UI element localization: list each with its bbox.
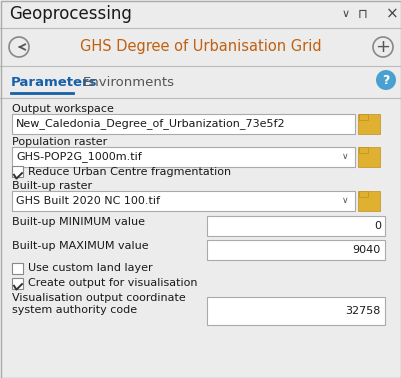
Text: ?: ? [381,73,389,87]
Bar [358,191,367,197]
Text: Population raster: Population raster [12,137,107,147]
Bar [357,147,379,167]
Text: GHS-POP2G_1000m.tif: GHS-POP2G_1000m.tif [16,152,142,163]
Bar [12,277,23,288]
Text: Create output for visualisation: Create output for visualisation [28,278,197,288]
Text: ×: × [385,6,397,22]
Text: 32758: 32758 [345,306,380,316]
Text: GHS Degree of Urbanisation Grid: GHS Degree of Urbanisation Grid [80,39,321,54]
Text: Output workspace: Output workspace [12,104,113,114]
Bar [358,114,367,120]
Text: ∨: ∨ [341,9,349,19]
Bar [358,147,367,153]
Text: New_Caledonia_Degree_of_Urbanization_73e5f2: New_Caledonia_Degree_of_Urbanization_73e… [16,119,285,129]
Text: ⊓: ⊓ [357,8,367,20]
Text: GHS Built 2020 NC 100.tif: GHS Built 2020 NC 100.tif [16,196,160,206]
Text: ∨: ∨ [341,152,347,161]
Text: +: + [375,38,389,56]
Text: 9040: 9040 [352,245,380,255]
Bar [207,240,384,260]
Text: Geoprocessing: Geoprocessing [9,5,132,23]
Text: Built-up MAXIMUM value: Built-up MAXIMUM value [12,241,148,251]
Bar [12,262,23,274]
Bar [12,114,354,134]
Text: 0: 0 [373,221,380,231]
Text: ∨: ∨ [341,197,347,206]
Text: Built-up raster: Built-up raster [12,181,92,191]
Bar [12,166,23,178]
Text: Visualisation output coordinate: Visualisation output coordinate [12,293,185,303]
Bar [12,191,354,211]
Circle shape [375,70,395,90]
Text: Environments: Environments [83,76,174,88]
Bar [207,216,384,236]
Bar [207,297,384,325]
Text: system authority code: system authority code [12,305,137,315]
Text: Built-up MINIMUM value: Built-up MINIMUM value [12,217,145,227]
Text: Parameters: Parameters [11,76,97,88]
Bar [12,147,354,167]
Text: Use custom land layer: Use custom land layer [28,263,152,273]
Bar [357,191,379,211]
Text: Reduce Urban Centre fragmentation: Reduce Urban Centre fragmentation [28,167,231,177]
Bar [357,114,379,134]
